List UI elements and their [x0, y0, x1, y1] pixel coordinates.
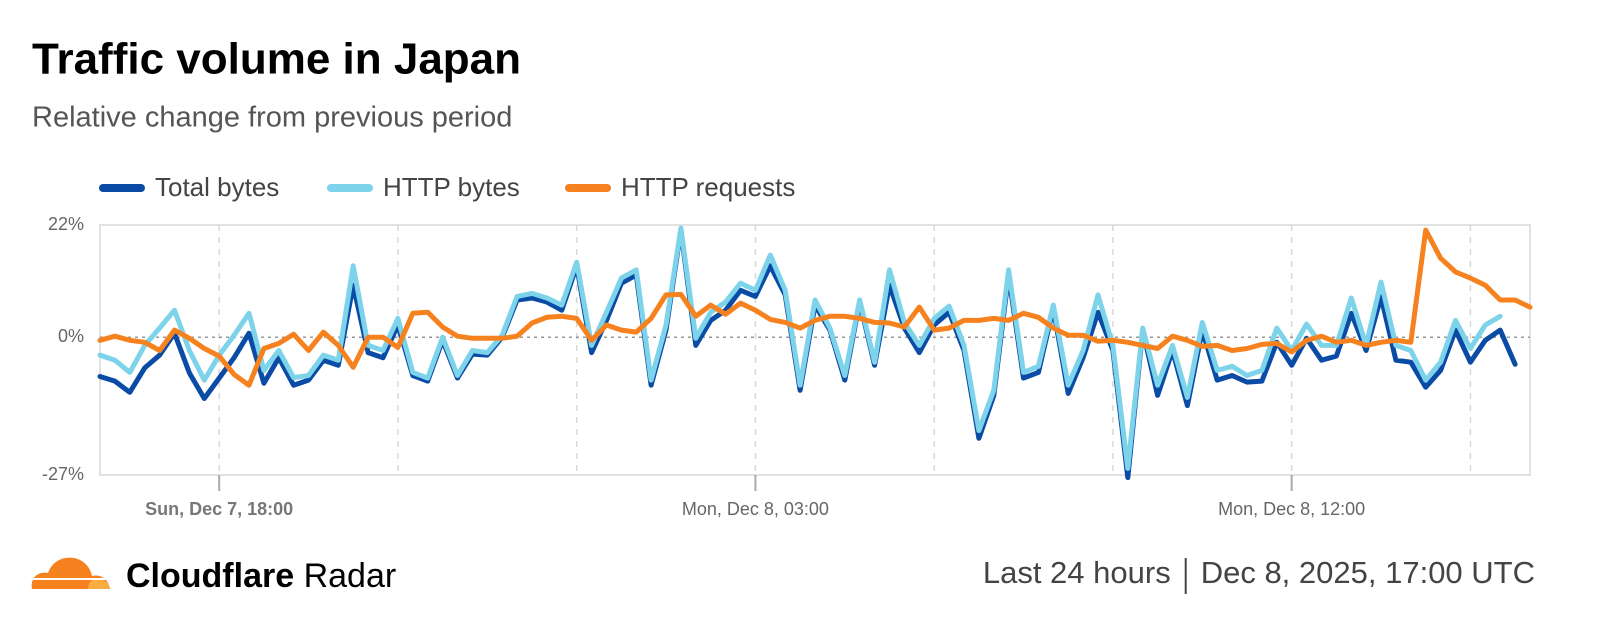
- plot-area: [99, 224, 1531, 476]
- legend-label: Total bytes: [155, 172, 279, 202]
- logo: [30, 557, 112, 589]
- x-tick-label: Mon, Dec 8, 12:00: [1218, 499, 1365, 519]
- y-tick-label: 0%: [58, 326, 84, 346]
- y-tick-label: -27%: [42, 464, 84, 484]
- series-line: [97, 225, 1503, 471]
- x-tick-label: Sun, Dec 7, 18:00: [145, 499, 293, 519]
- product-name: Radar: [304, 557, 397, 595]
- chart-title: Traffic volume in Japan: [32, 35, 521, 84]
- logo-cloud-small: [88, 578, 110, 589]
- period: Last 24 hours: [983, 555, 1171, 590]
- timestamp: Dec 8, 2025, 17:00 UTC: [1201, 555, 1535, 590]
- y-tick-label: 22%: [48, 214, 84, 234]
- chart-subtitle: Relative change from previous period: [32, 102, 512, 134]
- brand-name: Cloudflare: [126, 557, 294, 595]
- legend-label: HTTP requests: [621, 172, 795, 202]
- legend-label: HTTP bytes: [383, 172, 520, 202]
- logo-stripe: [30, 578, 112, 580]
- series-line: [97, 227, 1533, 388]
- brand: Cloudflare Radar: [126, 557, 396, 595]
- logo-cloud: [31, 557, 111, 589]
- x-tick-label: Mon, Dec 8, 03:00: [682, 499, 829, 519]
